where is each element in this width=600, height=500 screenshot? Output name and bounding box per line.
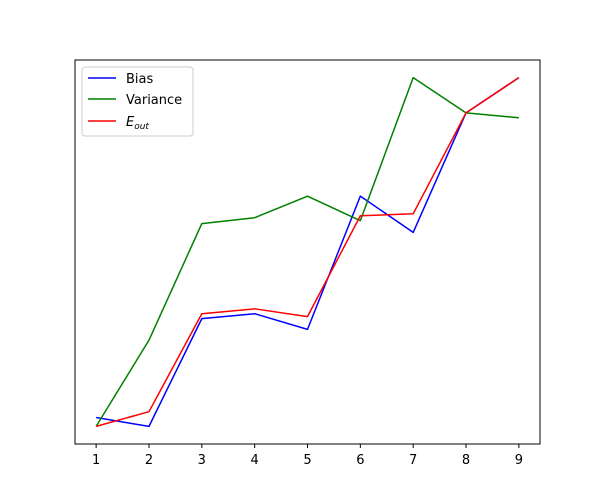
series-line-bias [96,77,520,428]
x-tick-label-5: 5 [303,453,311,468]
legend-label-eout-sub: out [134,122,149,132]
x-axis-ticks: 1 2 3 4 5 6 7 8 9 [92,444,523,468]
legend-label-bias: Bias [126,72,153,87]
plot-lines [95,76,520,428]
legend: Bias Variance Eout [81,66,194,137]
legend-label-variance: Variance [126,93,182,108]
legend-label-eout-main: E [126,115,135,130]
x-tick-label-2: 2 [145,453,153,468]
x-tick-label-3: 3 [198,453,206,468]
legend-label-eout: Eout [126,115,149,132]
x-tick-label-6: 6 [356,453,364,468]
legend-box [81,66,194,137]
series-line-variance [95,76,519,427]
x-tick-label-4: 4 [251,453,259,468]
x-tick-label-1: 1 [92,453,100,468]
series-line-e-out [95,77,520,428]
x-tick-label-7: 7 [409,453,417,468]
x-tick-label-8: 8 [462,453,470,468]
x-tick-label-9: 9 [515,453,523,468]
